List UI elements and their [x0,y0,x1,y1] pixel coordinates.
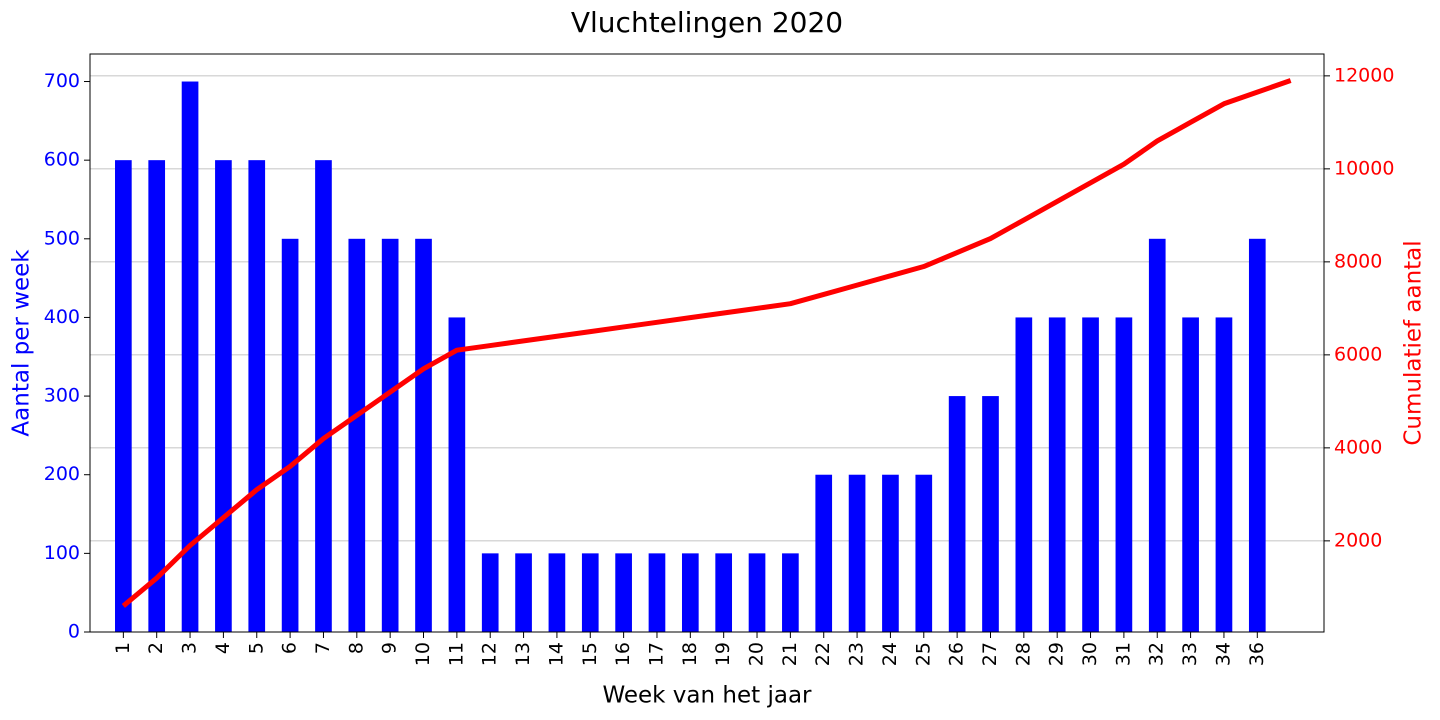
bar [215,160,232,632]
y2-tick-label: 12000 [1334,64,1394,86]
y2-tick-label: 10000 [1334,157,1394,179]
plot-frame [89,53,1325,633]
x-tick-label: 21 [779,642,801,666]
bar [681,553,699,632]
x-tick-label: 31 [1112,642,1134,666]
x-tick-label: 32 [1146,642,1168,666]
y2-tick-label: 4000 [1334,436,1382,458]
x-tick-label: 5 [245,642,267,654]
x-tick-label: 17 [645,642,667,666]
x-tick-label: 13 [512,642,534,666]
bar [1215,317,1233,632]
bar [982,396,999,632]
x-axis-label: Week van het jaar [602,683,812,709]
y-tick-label: 600 [44,149,80,171]
x-tick-label: 14 [545,642,567,666]
x-tick-label: 34 [1212,642,1234,666]
bar [1048,317,1066,632]
bar [481,553,499,632]
x-tick-label: 3 [179,642,201,654]
cumulative-line [121,78,1292,608]
x-tick-label: 30 [1079,642,1101,666]
bar [615,553,632,632]
y-tick-label: 500 [44,227,80,249]
y-tick-label: 100 [44,542,80,564]
x-tick-label: 16 [612,642,634,666]
bar [1015,317,1033,632]
x-tick-label: 18 [679,642,701,666]
bar [381,238,399,632]
bar [715,553,733,632]
y2-tick-label: 2000 [1334,529,1382,551]
bar [915,474,933,632]
bar [348,238,366,632]
bar [748,553,766,632]
bar [815,474,833,632]
x-tick-label: 11 [445,642,467,666]
x-tick-label: 24 [879,642,901,666]
bar [1082,317,1099,632]
x-tick-label: 20 [746,642,768,666]
x-tick-label: 25 [912,642,934,666]
x-tick-label: 19 [712,642,734,666]
x-tick-label: 33 [1179,642,1201,666]
x-tick-label: 23 [846,642,868,666]
x-tick-label: 1 [112,642,134,654]
x-tick-label: 10 [412,642,434,666]
bar [1148,238,1166,632]
y2-tick-label: 8000 [1334,250,1382,272]
bar [1115,317,1133,632]
x-tick-label: 4 [212,642,234,654]
x-tick-label: 7 [312,642,334,654]
bar [948,396,966,632]
x-tick-label: 22 [812,642,834,666]
bar [1248,238,1266,632]
bar [181,81,199,633]
y-tick-label: 300 [44,385,80,407]
bar [115,160,132,632]
y-tick-label: 200 [44,463,80,485]
x-tick-label: 9 [379,642,401,654]
x-tick-label: 26 [946,642,968,666]
x-tick-label: 36 [1246,642,1268,666]
bar [782,553,799,632]
x-tick-label: 29 [1046,642,1068,666]
bar [548,553,566,632]
y-tick-label: 400 [44,306,80,328]
x-tick-label: 15 [579,642,601,666]
bar [848,474,866,632]
y-tick-label: 700 [44,70,80,92]
bar [415,238,432,632]
y-axis-label: Aantal per week [9,249,35,437]
x-tick-label: 12 [479,642,501,666]
bar [248,160,266,632]
y2-tick-label: 6000 [1334,343,1382,365]
y2-axis-label: Cumulatief aantal [1401,240,1427,445]
x-tick-label: 2 [145,642,167,654]
x-tick-label: 27 [979,642,1001,666]
x-tick-label: 6 [279,642,301,654]
y-tick-label: 0 [68,621,80,643]
bar [1182,317,1199,632]
x-tick-label: 28 [1012,642,1034,666]
bar [581,553,599,632]
bar [315,160,332,632]
bar [148,160,166,632]
chart-title: Vluchtelingen 2020 [571,6,843,39]
bar [515,553,532,632]
bar [882,474,899,632]
bar [648,553,666,632]
x-tick-label: 8 [345,642,367,654]
bar [281,238,299,632]
bar [448,317,466,632]
